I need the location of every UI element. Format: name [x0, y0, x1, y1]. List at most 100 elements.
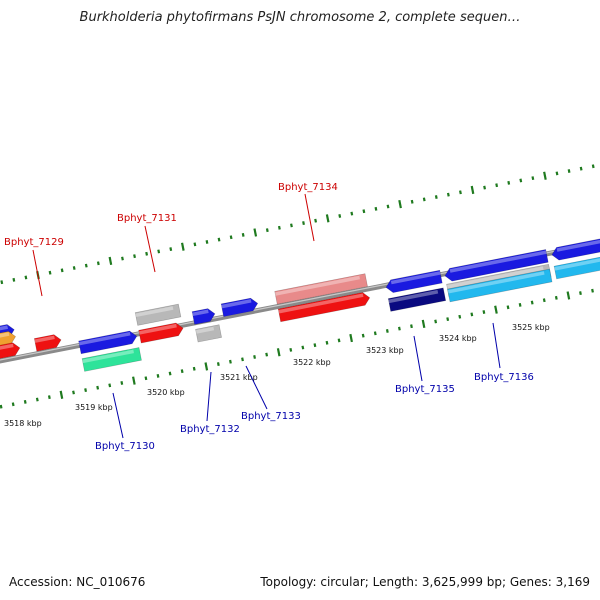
- tick-mark: [229, 235, 233, 240]
- tick-mark: [96, 261, 100, 266]
- tick-mark: [374, 206, 378, 211]
- tick-mark: [301, 345, 305, 350]
- tick-mark: [216, 362, 220, 366]
- tick-mark: [193, 242, 197, 247]
- tick-mark: [398, 199, 402, 209]
- gene-bphyt-7135-blue[interactable]: [385, 269, 443, 294]
- kbp-label: 3520 kbp: [147, 388, 185, 397]
- gene-label-bphyt-7132[interactable]: Bphyt_7132: [180, 424, 240, 435]
- gene-bphyt-7136-blue[interactable]: [444, 249, 549, 282]
- tick-mark: [302, 221, 305, 225]
- gene-arrow[interactable]: [551, 232, 600, 261]
- gene-label-bphyt-7131[interactable]: Bphyt_7131: [117, 213, 177, 224]
- tick-mark: [507, 180, 511, 185]
- kbp-label: 3523 kbp: [366, 346, 404, 355]
- tick-mark: [241, 232, 245, 237]
- tick-mark: [591, 164, 595, 169]
- gene-arrow[interactable]: [0, 330, 17, 351]
- tick-mark: [434, 319, 438, 324]
- gene-bphyt-7135[interactable]: [387, 287, 447, 312]
- map-title: Burkholderia phytofirmans PsJN chromosom…: [79, 10, 521, 25]
- tick-mark: [290, 223, 293, 228]
- tick-mark: [35, 397, 39, 402]
- gene-bphyt-7132[interactable]: [195, 324, 222, 343]
- tick-mark: [289, 347, 293, 352]
- tick-mark: [410, 324, 413, 329]
- tick-mark: [60, 268, 64, 273]
- gene-arrow[interactable]: [0, 323, 15, 345]
- tick-mark: [277, 225, 281, 230]
- gene-label-bphyt-7136[interactable]: Bphyt_7136: [474, 372, 534, 383]
- gene-label-bphyt-7135[interactable]: Bphyt_7135: [395, 384, 455, 395]
- tick-mark: [157, 249, 161, 254]
- tick-mark: [470, 312, 474, 317]
- tick-mark: [422, 197, 426, 202]
- tick-mark: [446, 192, 450, 197]
- gene-label-leader: [206, 371, 212, 422]
- tick-mark: [397, 326, 401, 331]
- tick-mark: [519, 178, 523, 183]
- tick-mark: [144, 376, 148, 381]
- gene-bphyt-7131-grey[interactable]: [134, 303, 182, 326]
- gene-bphyt-7133[interactable]: [220, 297, 259, 318]
- gene-label-bphyt-7134[interactable]: Bphyt_7134: [278, 182, 338, 193]
- tick-mark: [169, 247, 173, 252]
- tick-mark: [325, 214, 330, 223]
- gene-arrow[interactable]: [0, 342, 21, 363]
- tick-mark: [483, 185, 486, 190]
- tick-mark: [434, 195, 438, 199]
- gene-label-bphyt-7130[interactable]: Bphyt_7130: [95, 441, 155, 452]
- tick-mark: [276, 348, 281, 357]
- tick-mark: [350, 211, 354, 216]
- gene-label-leader: [492, 322, 501, 369]
- tick-mark: [506, 305, 510, 310]
- tick-mark: [0, 404, 3, 409]
- tick-mark: [543, 171, 547, 180]
- tick-mark: [24, 275, 28, 280]
- tick-mark: [494, 305, 498, 314]
- tick-mark: [362, 209, 366, 214]
- tick-mark: [459, 190, 462, 195]
- tick-mark: [12, 277, 16, 282]
- tick-mark: [192, 366, 196, 371]
- tick-mark: [47, 395, 51, 400]
- gene-bphyt-7130-blue[interactable]: [78, 330, 138, 355]
- tick-mark: [591, 288, 594, 293]
- kbp-label: 3525 kbp: [512, 323, 550, 332]
- tick-mark: [96, 385, 100, 390]
- tick-mark: [121, 256, 124, 261]
- gene-bphyt-7129[interactable]: [33, 333, 62, 352]
- gene-bphyt-7134-pink[interactable]: [274, 273, 368, 305]
- tick-mark: [542, 298, 546, 303]
- tick-mark: [253, 355, 256, 359]
- tick-mark: [338, 214, 342, 218]
- tick-mark: [566, 291, 571, 300]
- tick-mark: [133, 254, 136, 259]
- gene-label-bphyt-7129[interactable]: Bphyt_7129: [4, 237, 64, 248]
- kbp-layer: 3518 kbp 3519 kbp 3520 kbp 3521 kbp 3522…: [4, 323, 550, 428]
- tick-mark: [579, 166, 583, 171]
- tick-mark: [0, 280, 4, 285]
- kbp-label: 3522 kbp: [293, 358, 331, 367]
- footer-stats: Topology: circular; Length: 3,625,999 bp…: [260, 575, 590, 589]
- gene-bphyt-7131[interactable]: [138, 322, 185, 344]
- tick-mark: [204, 362, 209, 371]
- gene-label-leader: [304, 193, 315, 242]
- kbp-label: 3521 kbp: [220, 373, 258, 382]
- tick-mark: [180, 242, 185, 251]
- tick-mark: [229, 359, 232, 364]
- gene-bphyt-7130[interactable]: [81, 347, 142, 372]
- gene-arrow[interactable]: [553, 250, 600, 280]
- gene-bphyt-7134[interactable]: [277, 291, 371, 323]
- tick-mark: [325, 340, 329, 345]
- gene-bphyt-7136[interactable]: [447, 268, 553, 303]
- tick-mark: [385, 329, 389, 333]
- gene-label-leader: [112, 392, 124, 439]
- gene-label-leader: [32, 249, 43, 297]
- gene-bphyt-7132-blue[interactable]: [191, 307, 216, 325]
- tick-mark: [108, 383, 112, 388]
- gene-label-bphyt-7133[interactable]: Bphyt_7133: [241, 411, 301, 422]
- tick-mark: [59, 390, 64, 399]
- tick-mark: [168, 371, 172, 376]
- tick-mark: [554, 295, 558, 300]
